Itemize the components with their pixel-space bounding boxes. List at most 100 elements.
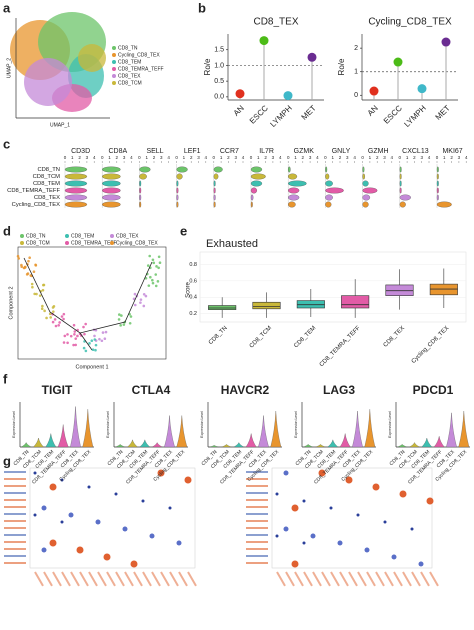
legend-swatch (112, 46, 116, 50)
cell-point (40, 307, 44, 311)
x-tick-label: 1 (257, 155, 260, 160)
cell-point (42, 283, 45, 287)
dot (283, 526, 289, 532)
legend-label: CD8_TEM (118, 59, 141, 65)
x-tick-label: AN (232, 103, 246, 117)
x-tick-label: 2 (227, 155, 230, 160)
box (296, 300, 325, 309)
legend-label: CD8_TEX (116, 233, 139, 239)
gene-title: HAVCR2 (221, 383, 270, 397)
cell-point (152, 261, 156, 265)
cell-point (63, 334, 67, 338)
cell-point (90, 339, 94, 343)
violin (213, 194, 216, 201)
legend-label: CD8_TEM (71, 233, 94, 239)
violin (45, 433, 57, 448)
panel-letter: c (3, 136, 10, 151)
dot (372, 483, 380, 491)
cell-point (31, 285, 34, 289)
x-tick-label: LYMPH (268, 103, 294, 129)
violin (139, 187, 142, 194)
cell-point (23, 266, 26, 270)
dot (259, 36, 269, 46)
violin (288, 173, 298, 180)
cell-point (34, 263, 37, 267)
cell-point (151, 281, 155, 285)
violin (250, 166, 263, 173)
gene-label: GZMK (294, 148, 315, 155)
dot (283, 470, 289, 476)
dotplot-decoration (29, 467, 433, 569)
cell-point (26, 272, 30, 275)
cell-point (38, 294, 42, 297)
y-axis-label: Expression Level (106, 411, 110, 438)
violin (325, 166, 328, 173)
x-tick-label: 0 (101, 155, 104, 160)
x-axis-label: UMAP_1 (50, 122, 70, 128)
cell-point (28, 256, 31, 260)
cell-point (139, 298, 143, 301)
violin (302, 444, 314, 448)
violin (270, 410, 282, 448)
violin (213, 166, 223, 173)
cell-point (52, 310, 55, 313)
x-tick-label: 4 (205, 155, 208, 160)
legend-swatch (112, 60, 116, 64)
cell-point (33, 292, 36, 296)
violin (436, 187, 439, 194)
cell-point (101, 331, 105, 334)
x-tick-label: 1 (220, 155, 223, 160)
gene-title: CTLA4 (132, 383, 171, 397)
dot (168, 506, 172, 510)
legend-swatch (112, 67, 116, 71)
cell-point (62, 341, 66, 344)
label-placeholder (169, 571, 179, 587)
x-tick-label: 0 (213, 155, 216, 160)
dot (33, 513, 37, 517)
dot (49, 539, 57, 547)
label-placeholder (420, 571, 430, 587)
label-placeholder (88, 571, 98, 587)
violin (258, 415, 269, 448)
violin (102, 194, 121, 201)
gene-label: CD8A (108, 148, 127, 155)
cell-point (82, 325, 85, 329)
dot (95, 519, 101, 525)
cell-point (20, 263, 23, 267)
violin (362, 166, 365, 173)
dotplot-frame (29, 467, 196, 569)
cell-point (54, 324, 58, 328)
violin (176, 194, 179, 201)
violin (288, 180, 307, 187)
violin (325, 194, 333, 201)
cell-point (132, 297, 136, 301)
x-tick-label: 3 (123, 155, 126, 160)
x-tick-label: LYMPH (402, 103, 428, 129)
violin (213, 201, 216, 208)
label-placeholder (4, 555, 26, 557)
gene-label: LEF1 (184, 148, 201, 155)
dot (87, 485, 91, 489)
cell-point (41, 304, 44, 308)
x-tick-label: 1 (294, 155, 297, 160)
label-placeholder (246, 499, 268, 501)
violin (176, 166, 188, 173)
label-placeholder (4, 520, 26, 522)
violin (250, 180, 263, 187)
violin (399, 166, 402, 173)
y-tick-label: 1.0 (214, 62, 224, 69)
cell-point (84, 349, 88, 353)
violin (399, 180, 402, 187)
cell-point (60, 315, 64, 318)
violin (82, 409, 94, 448)
legend-swatch (65, 241, 69, 245)
label-placeholder (393, 571, 403, 587)
x-tick-label: 3 (458, 155, 461, 160)
cell-point (66, 333, 69, 336)
violin (151, 442, 163, 448)
violin (325, 201, 332, 208)
violin (364, 409, 376, 448)
label-placeholder (4, 534, 26, 536)
cell-point (49, 316, 53, 319)
x-tick-label: 4 (428, 155, 431, 160)
